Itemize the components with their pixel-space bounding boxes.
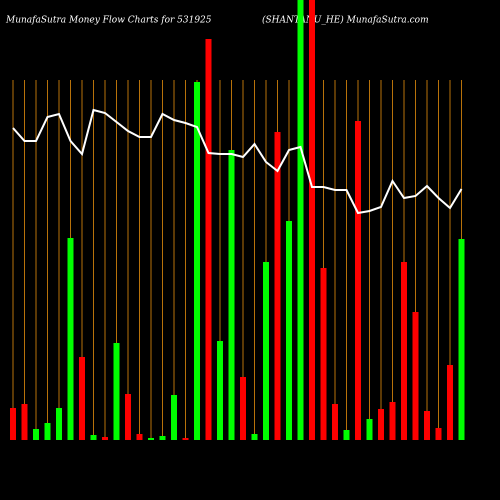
- bar: [389, 402, 396, 440]
- bar: [194, 82, 200, 440]
- bar: [171, 395, 177, 440]
- bar: [148, 438, 154, 440]
- bar: [205, 39, 212, 440]
- bar: [401, 262, 407, 440]
- bar: [90, 435, 97, 440]
- bar: [56, 408, 62, 440]
- bar: [251, 434, 258, 440]
- bar: [332, 404, 338, 440]
- bar: [159, 436, 166, 440]
- bar: [217, 341, 223, 440]
- bar: [274, 132, 281, 440]
- bar: [136, 434, 143, 440]
- bar: [297, 0, 304, 440]
- bar: [366, 419, 373, 440]
- bar: [447, 365, 453, 440]
- bar: [286, 221, 292, 440]
- bar: [21, 404, 28, 440]
- bar: [458, 239, 465, 440]
- bar: [228, 150, 235, 440]
- chart-subtitle: (SHANTANU_HE) MunafaSutra.com: [262, 15, 429, 26]
- bar: [113, 343, 120, 440]
- bar: [263, 262, 269, 440]
- bar: [240, 377, 246, 440]
- bar: [33, 429, 39, 440]
- line-series: [12, 108, 463, 215]
- bar: [424, 411, 430, 440]
- bar: [435, 428, 442, 440]
- bar: [320, 268, 327, 440]
- bar: [79, 357, 85, 440]
- chart-title: MunafaSutra Money Flow Charts for 531925: [5, 16, 212, 26]
- bar: [309, 0, 315, 440]
- bar: [182, 438, 189, 440]
- bar: [67, 238, 74, 440]
- bar: [44, 423, 51, 440]
- bar: [412, 312, 419, 440]
- bar: [125, 394, 131, 440]
- bar: [355, 121, 361, 440]
- bar: [102, 437, 108, 440]
- bar: [378, 409, 384, 440]
- bar: [10, 408, 16, 440]
- bar: [343, 430, 350, 440]
